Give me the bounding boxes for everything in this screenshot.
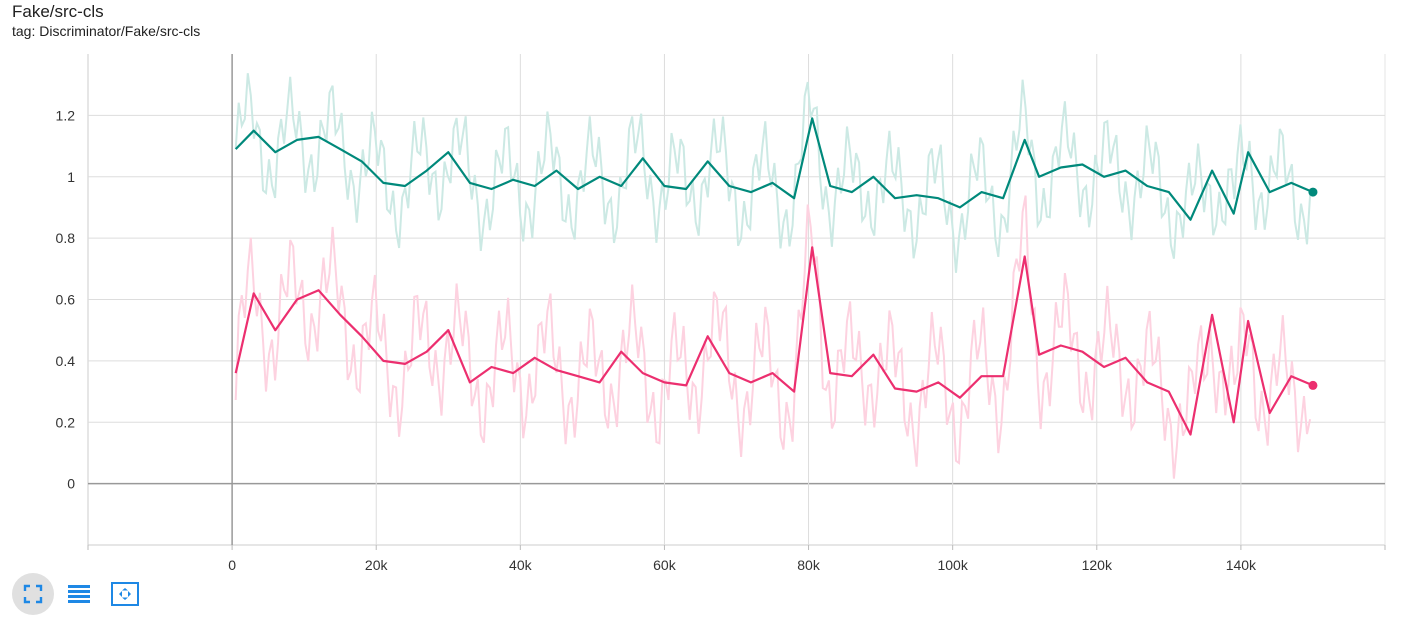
x-tick-label: 0 [228,557,236,570]
x-tick-label: 40k [509,557,533,570]
fit-domain-button[interactable] [104,573,146,615]
smoothed-series [234,117,1318,436]
raw-series [234,73,1312,479]
y-tick-label: 0.2 [56,414,76,430]
y-tick-label: 0 [67,476,75,492]
x-tick-label: 100k [937,557,968,570]
list-icon [68,585,90,603]
raw-series-line [234,73,1312,273]
toggle-log-scale-button[interactable] [58,573,100,615]
tick-labels: 0 0.2 0.4 0.6 0.8 1 1.2 0 20k 40k 60k 80k 100k 120k 14… [56,107,1258,570]
series-end-marker [1308,380,1318,390]
x-tick-label: 60k [653,557,677,570]
series-line [234,246,1314,436]
y-tick-label: 0.6 [56,292,76,308]
series-line [234,117,1314,221]
series-end-marker [1308,187,1318,197]
fullscreen-button[interactable] [12,573,54,615]
y-tick-label: 0.4 [56,353,76,369]
x-tick-label: 140k [1226,557,1257,570]
x-tick-label: 20k [365,557,389,570]
chart-tag: tag: Discriminator/Fake/src-cls [12,23,201,39]
grid [87,54,1386,550]
raw-series-line [234,195,1312,479]
y-tick-label: 0.8 [56,230,76,246]
chart-title: Fake/src-cls [12,2,104,21]
y-tick-label: 1 [67,169,75,185]
x-tick-label: 80k [797,557,821,570]
line-chart[interactable]: 0 0.2 0.4 0.6 0.8 1 1.2 0 20k 40k 60k 80k 100k 120k 14… [0,0,1408,570]
x-tick-label: 120k [1082,557,1113,570]
y-tick-label: 1.2 [56,107,76,123]
chart-toolbar [12,573,146,615]
fit-domain-icon [111,582,139,606]
fullscreen-icon [23,584,43,604]
